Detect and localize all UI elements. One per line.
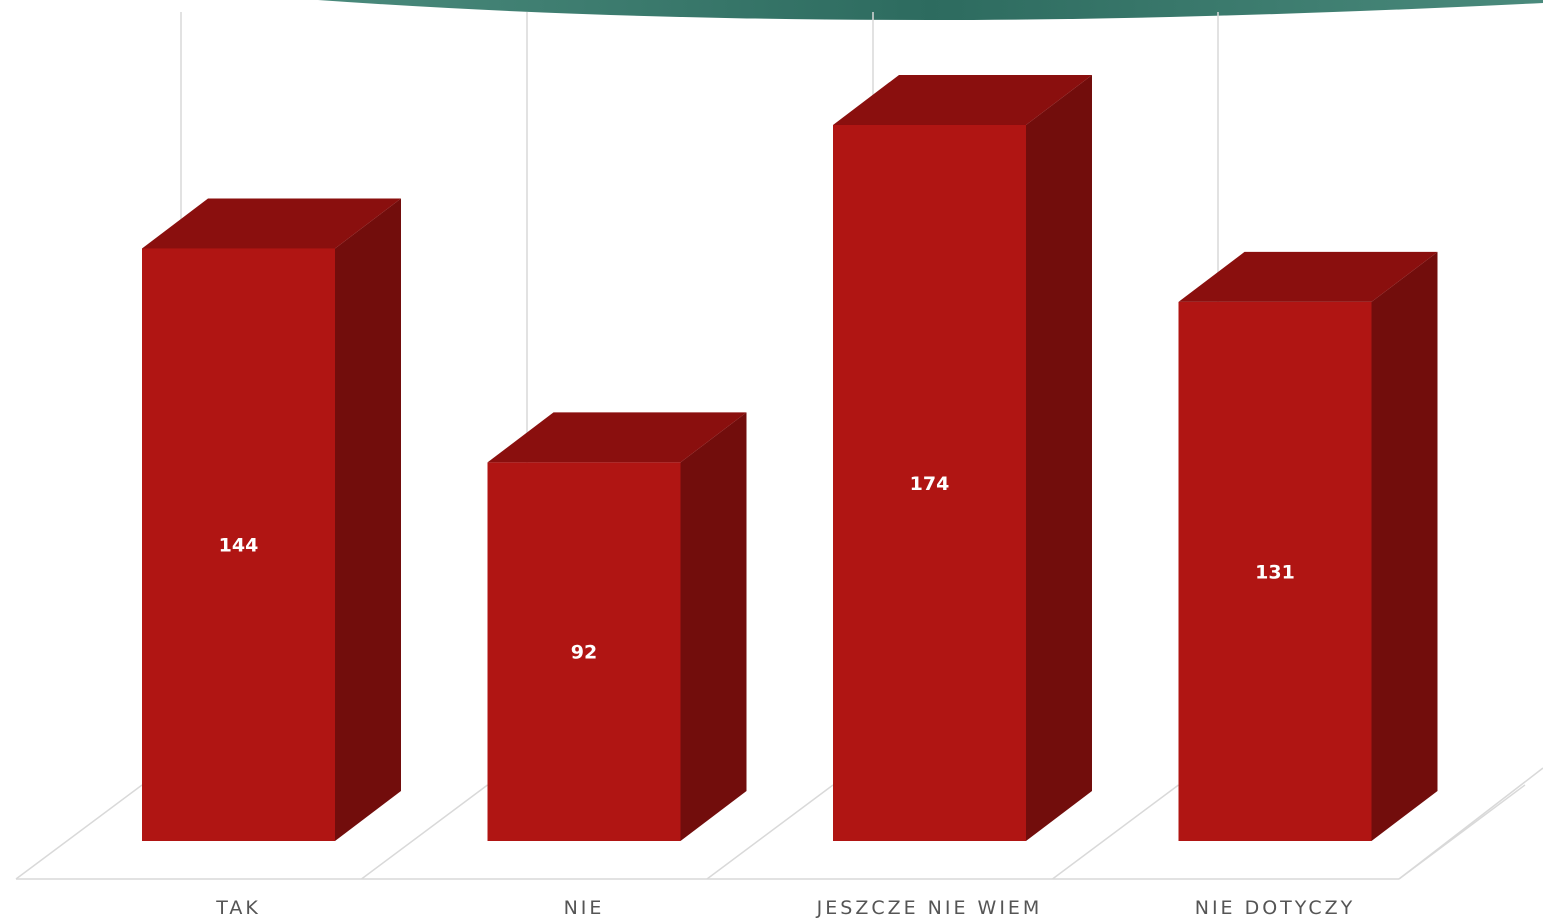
category-label-3: NIE DOTYCZY <box>1195 897 1356 919</box>
floor-divider-0 <box>15 784 143 880</box>
bar-top-2 <box>833 74 1092 125</box>
bar-top-1 <box>487 412 747 463</box>
bar-front-0 <box>142 248 335 841</box>
floor-divider-2 <box>706 784 834 880</box>
bar-top-3 <box>1178 251 1438 302</box>
bar-0: 144 <box>142 198 401 841</box>
data-label-0: 144 <box>219 535 259 557</box>
category-label-0: TAK <box>215 897 261 919</box>
bar-front-2 <box>833 124 1026 842</box>
bar-side-3 <box>1371 251 1438 841</box>
data-label-1: 92 <box>571 642 597 664</box>
bars: 144 92 174 131 <box>142 74 1438 842</box>
bar-side-0 <box>335 198 401 841</box>
bar-top-0 <box>142 198 401 249</box>
bar-front-3 <box>1178 301 1372 841</box>
bar-1: 92 <box>487 412 747 841</box>
data-label-3: 131 <box>1255 561 1295 583</box>
bar-side-2 <box>1026 74 1092 842</box>
bar-3: 131 <box>1178 251 1438 841</box>
category-labels: TAK NIE JESZCZE NIE WIEM NIE DOTYCZY <box>215 897 1356 919</box>
category-label-1: NIE <box>564 897 605 919</box>
header-banner <box>318 0 1543 20</box>
chart-floor <box>15 767 1543 880</box>
floor-divider-3 <box>1052 784 1179 880</box>
floor-right-edge <box>1398 767 1543 880</box>
category-label-2: JESZCZE NIE WIEM <box>816 897 1043 919</box>
data-label-2: 174 <box>910 473 950 495</box>
bar-front-1 <box>487 462 681 841</box>
bar-side-1 <box>680 412 747 841</box>
floor-divider-1 <box>361 784 488 880</box>
bar-2: 174 <box>833 74 1092 842</box>
